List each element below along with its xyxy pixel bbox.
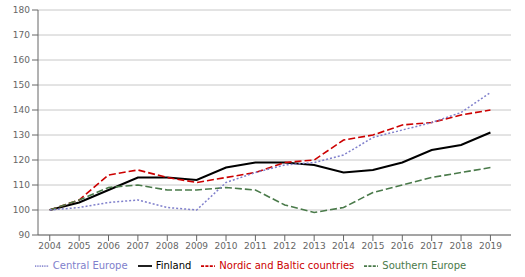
svg-text:150: 150 xyxy=(13,80,30,90)
svg-text:2008: 2008 xyxy=(156,241,179,251)
svg-text:100: 100 xyxy=(13,205,30,215)
svg-text:2006: 2006 xyxy=(97,241,120,251)
svg-text:2019: 2019 xyxy=(479,241,502,251)
svg-text:2005: 2005 xyxy=(68,241,91,251)
html-text:Finland: Finland xyxy=(155,260,192,271)
svg-text:2011: 2011 xyxy=(244,241,267,251)
svg-text:180: 180 xyxy=(13,5,30,15)
svg-text:90: 90 xyxy=(19,230,31,240)
svg-text:2014: 2014 xyxy=(332,241,355,251)
svg-text:2004: 2004 xyxy=(38,241,61,251)
svg-text:2007: 2007 xyxy=(126,241,149,251)
html-text:Central Europe: Central Europe xyxy=(52,260,128,271)
svg-text:160: 160 xyxy=(13,55,30,65)
svg-text:2018: 2018 xyxy=(450,241,473,251)
svg-text:120: 120 xyxy=(13,155,30,165)
html-text:Nordic and Baltic countries: Nordic and Baltic countries xyxy=(219,260,355,271)
svg-text:2017: 2017 xyxy=(420,241,443,251)
html-text:Southern Europe: Southern Europe xyxy=(382,260,467,271)
svg-text:130: 130 xyxy=(13,130,30,140)
svg-text:170: 170 xyxy=(13,30,30,40)
svg-text:2013: 2013 xyxy=(303,241,326,251)
svg-text:140: 140 xyxy=(13,105,30,115)
svg-text:2015: 2015 xyxy=(361,241,384,251)
svg-text:110: 110 xyxy=(13,180,30,190)
svg-text:2012: 2012 xyxy=(273,241,296,251)
svg-text:2010: 2010 xyxy=(215,241,238,251)
svg-text:2009: 2009 xyxy=(185,241,208,251)
svg-text:2016: 2016 xyxy=(391,241,414,251)
